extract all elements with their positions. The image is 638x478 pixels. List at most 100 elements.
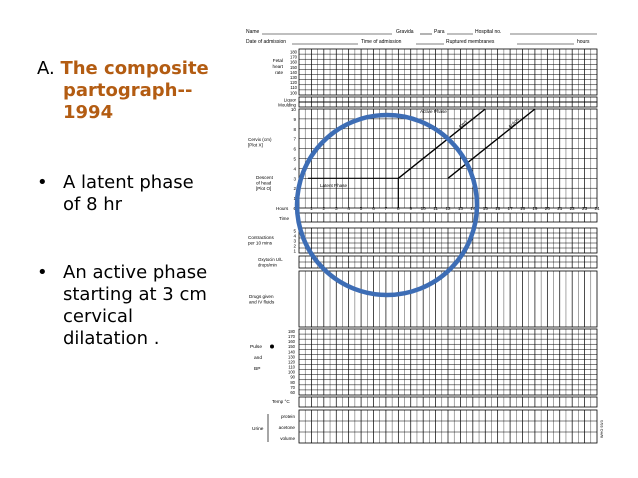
heading-title-line2: partograph-- [63, 80, 193, 101]
pulse-tick-label: 130 [288, 354, 296, 359]
header-time-label: Time of admission [361, 39, 402, 45]
hour-tick-label: 23 [582, 206, 588, 211]
contraction-tick-label: 3 [293, 239, 296, 244]
bullet-line: starting at 3 cm [63, 284, 207, 305]
drugs-axis-label: and IV fluids [249, 300, 275, 305]
drugs-axis-label: Drugs given [249, 294, 274, 299]
urine-row-label: acetone [279, 425, 296, 430]
hour-tick-label: 6 [372, 206, 375, 211]
pulse-tick-label: 120 [288, 359, 296, 364]
header-ruptured-label: Ruptured membranes [446, 39, 495, 45]
bullet-active-phase: • An active phase starting at 3 cm cervi… [37, 262, 227, 350]
pulse-tick-label: 80 [290, 380, 295, 385]
slide-text: A. The composite partograph-- 1994 • A l… [37, 58, 227, 350]
pulse-tick-label: 140 [288, 349, 296, 354]
fhr-tick-label: 130 [290, 75, 298, 80]
hour-tick-label: 3 [335, 206, 338, 211]
cervix-tick-label: 10 [291, 107, 297, 112]
hour-tick-label: 22 [570, 206, 576, 211]
hour-tick-label: 24 [594, 206, 600, 211]
descent-axis-label: of head [256, 181, 272, 186]
action-line [447, 108, 536, 179]
hour-tick-label: 11 [433, 206, 438, 211]
pulse-tick-label: 100 [288, 370, 296, 375]
cervix-tick-label: 7 [293, 137, 296, 142]
heading-title-line1: The composite [60, 58, 209, 79]
hour-tick-label: 13 [458, 206, 464, 211]
header-hospital-label: Hospital no. [475, 29, 501, 35]
hour-tick-label: 8 [397, 206, 400, 211]
pulse-tick-label: 110 [288, 365, 295, 370]
cervix-axis-label: Cervix (cm) [248, 137, 272, 142]
bullet-line: cervical [63, 306, 133, 327]
hour-tick-label: 17 [508, 206, 514, 211]
fhr-tick-label: 100 [290, 90, 298, 95]
bullet-dot: • [37, 262, 48, 283]
header-name-label: Name [246, 29, 260, 35]
hour-tick-label: 15 [483, 206, 489, 211]
pulse-tick-label: 180 [288, 329, 296, 334]
bullet-line: dilatation . [63, 328, 160, 349]
oxytocin-axis-label: Oxytocin U/L [258, 257, 283, 262]
and-axis-label: and [254, 355, 262, 361]
fhr-tick-label: 150 [290, 65, 298, 70]
bullet-line: An active phase [63, 262, 208, 283]
hour-tick-label: 2 [323, 206, 326, 211]
latent-phase-label: Latent Phase [320, 183, 348, 188]
moulding-label: Moulding [278, 103, 296, 108]
bullet-line: A latent phase [63, 172, 194, 193]
pulse-tick-label: 70 [290, 385, 295, 390]
pulse-tick-label: 160 [288, 339, 296, 344]
cervix-tick-label: 2 [293, 186, 296, 191]
oxytocin-axis-label: drops/min [258, 263, 277, 268]
alert-label: Alert [458, 119, 469, 130]
contraction-tick-label: 2 [293, 244, 296, 249]
hour-tick-label: 7 [385, 206, 388, 211]
hour-tick-label: 4 [347, 206, 350, 211]
bullet-line: of 8 hr [63, 194, 123, 215]
hour-tick-label: 12 [445, 206, 451, 211]
bullet-latent-phase: • A latent phase of 8 hr [37, 172, 227, 216]
urine-row-label: protein [281, 414, 295, 419]
fhr-axis-label: rate [275, 70, 283, 75]
hours-label: Hours [276, 206, 289, 211]
fhr-tick-label: 180 [290, 50, 298, 55]
hour-tick-label: 9 [409, 206, 412, 211]
form-code-label: WHO 93/3 [600, 420, 604, 438]
cervix-tick-label: 3 [293, 176, 296, 181]
pulse-tick-label: 90 [290, 375, 295, 380]
hour-tick-label: 21 [557, 206, 563, 211]
fhr-tick-label: 120 [290, 80, 298, 85]
hour-tick-label: 20 [545, 206, 551, 211]
urine-row-label: volume [280, 436, 295, 441]
header-para-label: Para [434, 29, 445, 35]
pulse-tick-label: 150 [288, 344, 296, 349]
fhr-tick-label: 110 [290, 85, 297, 90]
bp-axis-label: BP [254, 366, 260, 372]
cervix-tick-label: 5 [293, 157, 296, 162]
cervix-tick-label: 4 [293, 166, 296, 171]
contraction-tick-label: 1 [293, 249, 296, 254]
fhr-axis-label: heart [273, 64, 284, 69]
pulse-axis-label: Pulse [250, 344, 262, 350]
liquor-label: Liquor [284, 98, 297, 103]
fhr-tick-label: 140 [290, 70, 298, 75]
hour-tick-label: 10 [421, 206, 427, 211]
cervix-tick-label: 1 [293, 196, 296, 201]
header-date-label: Date of admission [246, 39, 286, 45]
hour-tick-label: 1 [310, 206, 313, 211]
bullet-dot: • [37, 172, 48, 193]
hour-tick-label: 18 [520, 206, 526, 211]
cervix-axis-label: [Plot X] [248, 143, 263, 148]
fhr-axis-label: Fetal [273, 58, 283, 63]
temp-label: Temp °C [272, 399, 290, 404]
highlight-circle [294, 112, 480, 298]
fhr-tick-label: 160 [290, 60, 298, 65]
urine-label: Urine [252, 426, 264, 432]
contraction-tick-label: 5 [293, 229, 296, 234]
header-hours-label: hours [577, 39, 590, 45]
contractions-axis-label: per 10 mins [248, 241, 273, 246]
hour-tick-label: 19 [532, 206, 538, 211]
heading-prefix: A. [37, 58, 61, 79]
